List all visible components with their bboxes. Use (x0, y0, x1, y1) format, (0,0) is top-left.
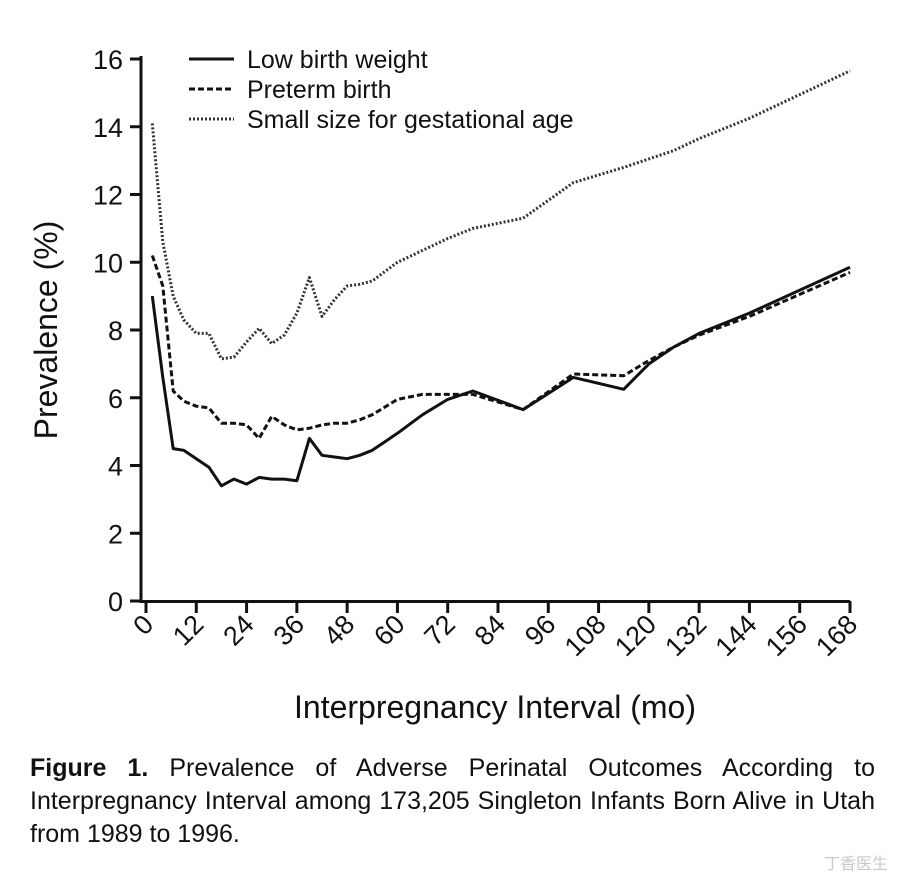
y-tick-label: 4 (108, 452, 123, 482)
y-tick-label: 10 (93, 248, 123, 278)
x-tick-label: 108 (559, 609, 612, 662)
x-tick-label: 156 (760, 609, 813, 662)
y-axis-title: Prevalence (%) (28, 221, 64, 440)
watermark: 丁香医生 (823, 854, 888, 873)
legend-label: Low birth weight (247, 46, 428, 74)
x-tick-label: 36 (268, 609, 310, 651)
x-tick-label: 144 (710, 609, 763, 662)
x-tick-label: 0 (127, 609, 159, 641)
y-tick-label: 12 (93, 181, 123, 211)
series-lines (150, 69, 851, 488)
x-tick-label: 168 (810, 609, 863, 662)
x-tick-label: 24 (217, 609, 259, 651)
y-tick-label: 16 (93, 45, 123, 75)
x-axis-title: Interpregnancy Interval (mo) (294, 689, 696, 725)
y-tick-label: 2 (108, 519, 123, 549)
y-tick-label: 0 (108, 587, 123, 617)
x-tick-label: 132 (659, 609, 712, 662)
x-tick-label: 72 (418, 609, 460, 651)
series-line-preterm-birth (150, 255, 851, 440)
y-tick-label: 14 (93, 113, 123, 143)
x-tick-label: 84 (469, 609, 511, 651)
y-tick-label: 8 (108, 316, 123, 346)
series-line-low-birth-weight (150, 265, 851, 488)
legend-label: Small size for gestational age (247, 106, 574, 134)
caption-text: Prevalence of Adverse Perinatal Outcomes… (30, 754, 875, 848)
x-tick-label: 12 (167, 609, 209, 651)
figure-caption: Figure 1. Prevalence of Adverse Perinata… (30, 752, 875, 851)
x-tick-label: 120 (609, 609, 662, 662)
caption-label: Figure 1. (30, 754, 149, 782)
x-tick-label: 96 (519, 609, 561, 651)
legend-label: Preterm birth (247, 76, 391, 104)
y-tick-label: 6 (108, 384, 123, 414)
x-tick-label: 48 (318, 609, 360, 651)
x-tick-label: 60 (368, 609, 410, 651)
y-ticks: 0 2 4 6 8 10 12 14 16 (93, 45, 141, 617)
